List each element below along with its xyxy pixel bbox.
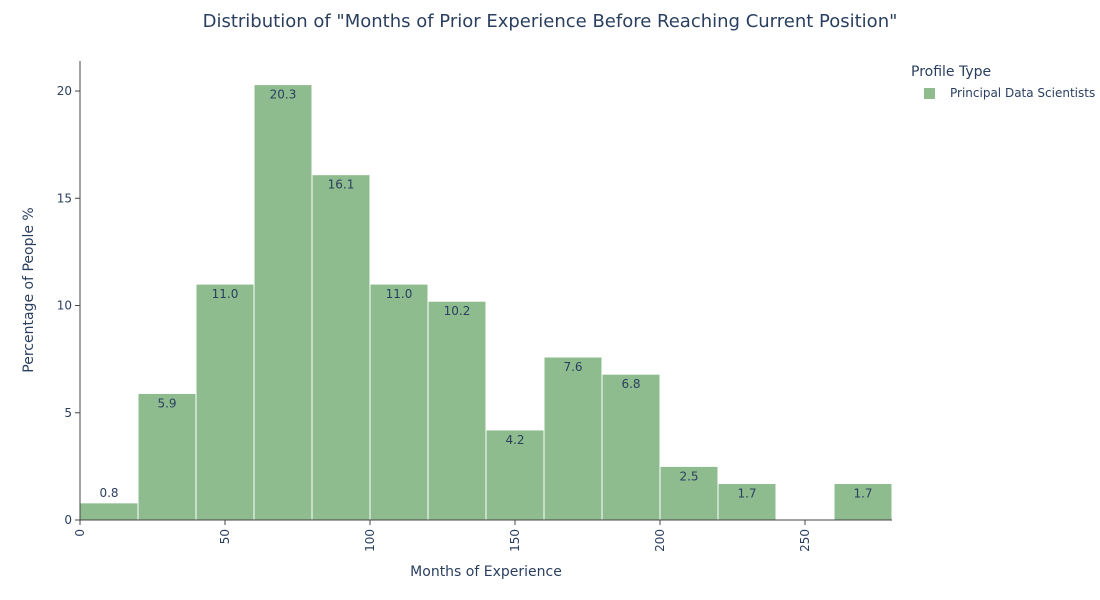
bar-label: 6.8 — [621, 377, 640, 391]
bar-label: 2.5 — [679, 469, 698, 483]
x-tick-label: 50 — [218, 529, 232, 544]
bar-label: 0.8 — [99, 486, 118, 500]
bar-label: 7.6 — [563, 360, 582, 374]
bar-label: 5.9 — [157, 396, 176, 410]
bar-labels-layer: 0.8 5.9 11.0 20.3 16.1 11.0 10.2 4.2 7.6 6.8 2.5 1.… — [99, 88, 872, 501]
bar — [601, 373, 661, 521]
bar — [659, 465, 719, 521]
y-tick-label: 15 — [57, 191, 72, 205]
bars-layer — [79, 84, 893, 521]
bar — [485, 429, 545, 521]
x-tick-label: 0 — [73, 529, 87, 537]
y-tick-label: 5 — [64, 406, 72, 420]
bar-label: 4.2 — [505, 433, 524, 447]
x-axis-title: Months of Experience — [410, 564, 562, 580]
legend-swatch — [924, 87, 935, 99]
y-tick-label: 20 — [57, 84, 72, 98]
bar-label: 11.0 — [212, 287, 239, 301]
bar — [543, 356, 603, 521]
bar — [253, 84, 313, 521]
bar — [195, 283, 255, 521]
bar — [369, 283, 429, 521]
y-tick-label: 0 — [64, 513, 72, 527]
x-tick-label: 150 — [508, 529, 522, 552]
bar-label: 11.0 — [386, 287, 413, 301]
x-tick-label: 100 — [363, 529, 377, 552]
legend-title: Profile Type — [911, 64, 992, 80]
bar — [427, 300, 487, 521]
legend: Profile Type Principal Data Scientists — [911, 64, 1095, 100]
bar — [833, 483, 893, 521]
bar — [79, 502, 139, 521]
chart-title: Distribution of "Months of Prior Experie… — [202, 11, 898, 32]
x-tick-label: 200 — [653, 529, 667, 552]
bar-label: 20.3 — [270, 88, 297, 102]
bar — [311, 174, 371, 521]
y-axis-title: Percentage of People % — [21, 207, 37, 372]
legend-label: Principal Data Scientists — [950, 86, 1096, 100]
bar-label: 1.7 — [737, 487, 756, 501]
bar — [137, 392, 197, 521]
bar-label: 16.1 — [328, 178, 355, 192]
bar-label: 10.2 — [444, 304, 471, 318]
bar-label: 1.7 — [853, 487, 872, 501]
x-tick-label: 250 — [798, 529, 812, 552]
legend-item-principal-data-scientists[interactable]: Principal Data Scientists — [924, 86, 1095, 100]
y-tick-label: 10 — [57, 299, 72, 313]
